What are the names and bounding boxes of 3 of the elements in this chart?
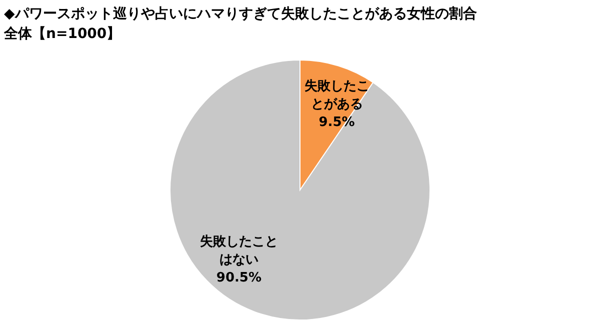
chart-subtitle: 全体【n=1000】 [3,26,121,42]
slice-label: 失敗したことはない 90.5% [200,234,278,286]
chart-title: ◆パワースポット巡りや占いにハマりすぎて失敗したことがある女性の割合 [4,5,477,22]
